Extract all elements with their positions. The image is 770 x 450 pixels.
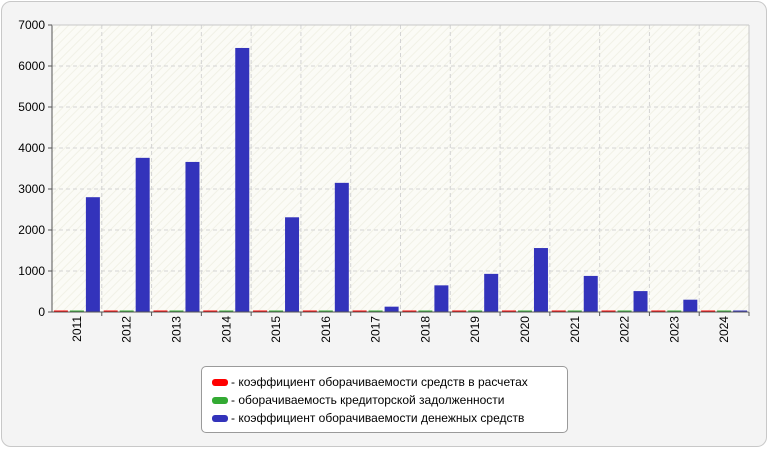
bar bbox=[683, 299, 698, 312]
legend-swatch bbox=[212, 378, 228, 386]
y-tick-label: 6000 bbox=[18, 59, 45, 73]
bar bbox=[501, 310, 516, 312]
bar bbox=[402, 310, 417, 312]
x-tick-label: 2018 bbox=[418, 316, 432, 343]
bar bbox=[468, 310, 483, 312]
bar bbox=[517, 310, 532, 312]
bar bbox=[434, 285, 449, 312]
bar bbox=[135, 157, 150, 312]
bar bbox=[667, 310, 682, 312]
bar bbox=[583, 275, 598, 312]
legend-label: - коэффициент оборачиваемости денежных с… bbox=[231, 411, 525, 425]
bar bbox=[285, 217, 300, 312]
x-tick-labels: 2011 2012 2013 2014 2015 2016 2017 2018 2019 2020… bbox=[70, 312, 750, 343]
x-tick-label: 2023 bbox=[667, 316, 681, 343]
bar bbox=[533, 248, 548, 312]
bar bbox=[302, 310, 317, 312]
bar bbox=[551, 310, 566, 312]
y-tick-label: 5000 bbox=[18, 100, 45, 114]
bar bbox=[418, 310, 433, 312]
bar bbox=[235, 47, 250, 313]
x-tick-label: 2011 bbox=[70, 316, 84, 342]
bar bbox=[185, 161, 200, 312]
legend: - коэффициент оборачиваемости средств в … bbox=[201, 366, 568, 433]
y-tick-labels: 0 1000 2000 3000 4000 5000 6000 7000 bbox=[18, 18, 52, 319]
bar bbox=[119, 310, 134, 312]
x-tick-label: 2014 bbox=[219, 316, 233, 343]
bar bbox=[253, 310, 268, 312]
x-tick-label: 2020 bbox=[518, 316, 532, 343]
legend-item-receivables-turnover: - коэффициент оборачиваемости средств в … bbox=[212, 373, 567, 391]
bar bbox=[368, 310, 383, 312]
bar bbox=[617, 310, 632, 312]
bar bbox=[717, 310, 732, 312]
x-tick-label: 2017 bbox=[369, 316, 383, 343]
y-tick-label: 3000 bbox=[18, 182, 45, 196]
x-tick-label: 2015 bbox=[269, 316, 283, 343]
bar bbox=[733, 310, 748, 312]
bar bbox=[567, 310, 582, 312]
legend-item-payables-turnover: - оборачиваемость кредиторской задолженн… bbox=[212, 391, 567, 409]
legend-swatch bbox=[212, 396, 228, 404]
bar bbox=[203, 310, 218, 312]
bar bbox=[701, 310, 716, 312]
bars bbox=[53, 47, 748, 313]
y-tick-label: 4000 bbox=[18, 141, 45, 155]
y-tick-label: 2000 bbox=[18, 223, 45, 237]
legend-label: - оборачиваемость кредиторской задолженн… bbox=[231, 393, 505, 407]
x-tick-label: 2019 bbox=[468, 316, 482, 343]
y-tick-label: 0 bbox=[38, 305, 45, 319]
x-tick-label: 2013 bbox=[169, 316, 183, 343]
y-tick-label: 7000 bbox=[18, 18, 45, 32]
bar bbox=[269, 310, 284, 312]
bar bbox=[153, 310, 168, 312]
x-tick-label: 2016 bbox=[319, 316, 333, 343]
bar bbox=[334, 182, 349, 312]
bar bbox=[69, 310, 84, 312]
bar bbox=[633, 291, 648, 312]
y-tick-label: 1000 bbox=[18, 264, 45, 278]
x-tick-label: 2022 bbox=[618, 316, 632, 343]
legend-item-cash-turnover: - коэффициент оборачиваемости денежных с… bbox=[212, 409, 567, 427]
bar bbox=[352, 310, 367, 312]
bar bbox=[452, 310, 467, 312]
bar bbox=[651, 310, 666, 312]
bar bbox=[85, 197, 100, 312]
legend-label: - коэффициент оборачиваемости средств в … bbox=[231, 375, 528, 389]
x-tick-label: 2012 bbox=[120, 316, 134, 343]
bar bbox=[169, 310, 184, 312]
bar bbox=[103, 310, 118, 312]
bar bbox=[601, 310, 616, 312]
x-tick-label: 2021 bbox=[568, 316, 582, 343]
x-tick-label: 2024 bbox=[717, 316, 731, 343]
bar bbox=[219, 310, 234, 312]
bar bbox=[53, 310, 68, 312]
bar bbox=[318, 310, 333, 312]
legend-swatch bbox=[212, 414, 228, 422]
grid-lines bbox=[52, 24, 749, 312]
bar bbox=[384, 306, 399, 312]
bar bbox=[484, 273, 499, 312]
